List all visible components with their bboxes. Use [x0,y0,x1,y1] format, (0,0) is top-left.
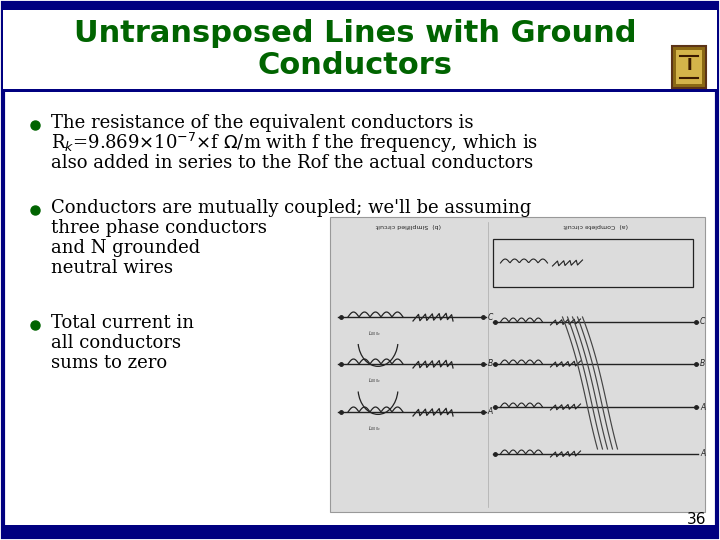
Text: 36: 36 [686,512,706,528]
Text: Conductors: Conductors [258,51,452,80]
Text: B: B [700,360,706,368]
Bar [672,46,706,88]
Text: R$_k$=9.869$\times$10$^{-7}$$\times$f $\Omega$/m with f the frequency, which is: R$_k$=9.869$\times$10$^{-7}$$\times$f $\… [51,131,539,155]
Text: three phase conductors: three phase conductors [51,219,267,237]
Bar [3,10,717,89]
Text: all conductors: all conductors [51,334,181,352]
Text: The resistance of the equivalent conductors is: The resistance of the equivalent conduct… [51,114,474,132]
Bar [3,89,717,92]
Bar [330,217,705,512]
Bar [492,239,693,287]
Bar [3,525,717,537]
Text: A: A [487,408,492,416]
Text: B: B [487,360,492,368]
Bar [3,3,717,10]
Text: A: A [700,449,706,458]
Text: $L_{000c}$: $L_{000c}$ [369,424,382,433]
Text: Untransposed Lines with Ground: Untransposed Lines with Ground [73,19,636,49]
Text: A: A [700,402,706,411]
Bar [676,50,702,84]
Text: neutral wires: neutral wires [51,259,173,277]
Text: Conductors are mutually coupled; we'll be assuming: Conductors are mutually coupled; we'll b… [51,199,531,217]
Text: $L_{000c}$: $L_{000c}$ [369,376,382,385]
Text: sums to zero: sums to zero [51,354,167,372]
Text: also added in series to the Rof the actual conductors: also added in series to the Rof the actu… [51,154,533,172]
Text: C: C [487,313,493,321]
Text: C: C [700,318,706,327]
Text: (b)  Simplified circuit: (b) Simplified circuit [376,223,441,228]
Text: Total current in: Total current in [51,314,194,332]
Text: I: I [686,57,692,72]
Text: (a)  Complete circuit: (a) Complete circuit [564,223,629,228]
Text: $L_{000c}$: $L_{000c}$ [369,329,382,338]
Text: and N grounded: and N grounded [51,239,200,257]
